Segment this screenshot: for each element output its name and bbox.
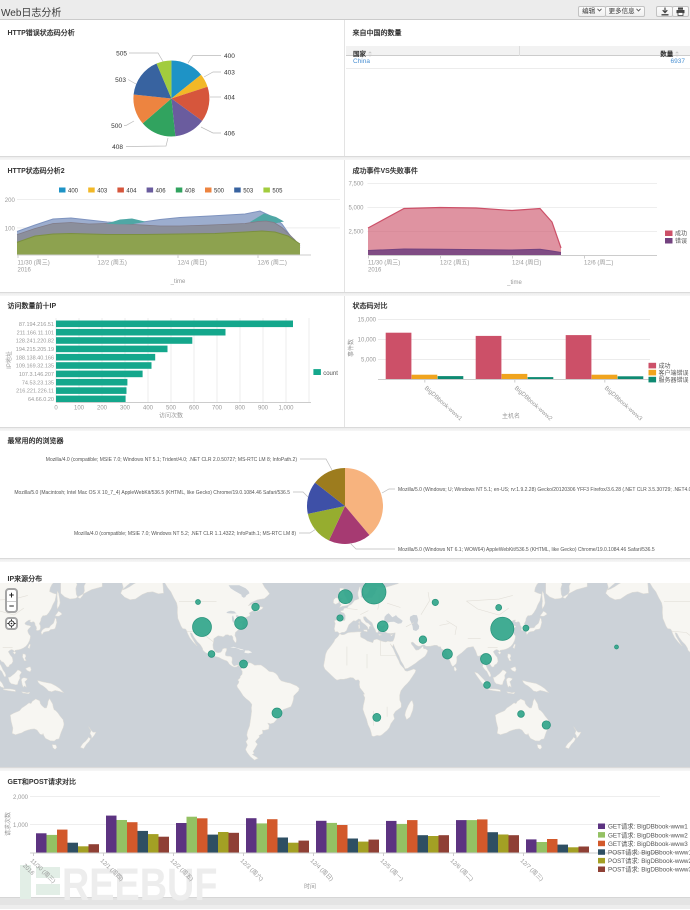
svg-text:count: count — [323, 371, 338, 377]
svg-text:400: 400 — [143, 406, 154, 412]
svg-text:406: 406 — [156, 189, 167, 195]
svg-text:BigDBbook-www3: BigDBbook-www3 — [603, 386, 643, 423]
svg-text:时间: 时间 — [304, 883, 316, 891]
svg-text:100: 100 — [74, 406, 85, 412]
svg-text:访问次数: 访问次数 — [159, 412, 183, 420]
svg-text:POST请求: BigDBbook-www3: POST请求: BigDBbook-www3 — [608, 865, 690, 874]
svg-text:400: 400 — [224, 53, 235, 60]
svg-text:错误: 错误 — [675, 237, 687, 245]
svg-text:12/2 (周五): 12/2 (周五) — [169, 857, 195, 882]
svg-text:GET请求: BigDBbook-www1: GET请求: BigDBbook-www1 — [608, 822, 688, 831]
svg-text:12/6 (周二): 12/6 (周二) — [258, 260, 287, 267]
svg-text:_time: _time — [506, 280, 522, 286]
svg-text:12/5 (周一): 12/5 (周一) — [379, 857, 405, 882]
svg-text:403: 403 — [97, 189, 108, 195]
svg-text:404: 404 — [224, 95, 235, 102]
svg-text:15,000: 15,000 — [358, 318, 377, 324]
svg-text:500: 500 — [214, 189, 225, 195]
svg-text:200: 200 — [97, 406, 108, 412]
svg-text:211.166.11.101: 211.166.11.101 — [17, 330, 54, 336]
svg-text:2,000: 2,000 — [13, 795, 29, 801]
svg-text:10,000: 10,000 — [358, 338, 377, 344]
svg-text:成功: 成功 — [659, 362, 671, 370]
svg-text:IP地址: IP地址 — [5, 351, 13, 369]
svg-text:12/7 (周三): 12/7 (周三) — [519, 857, 545, 882]
svg-text:109.169.32.135: 109.169.32.135 — [16, 364, 54, 370]
svg-text:1,000: 1,000 — [278, 406, 294, 412]
svg-text:408: 408 — [185, 189, 196, 195]
svg-text:成功: 成功 — [675, 230, 687, 238]
svg-text:Mozilla/5.0 (Windows NT 6.1; W: Mozilla/5.0 (Windows NT 6.1; WOW64) Appl… — [398, 547, 655, 553]
svg-text:505: 505 — [272, 189, 283, 195]
svg-text:700: 700 — [212, 406, 223, 412]
svg-text:2016: 2016 — [18, 268, 32, 274]
svg-text:Mozilla/4.0 (compatible; MSIE: Mozilla/4.0 (compatible; MSIE 7.0; Windo… — [46, 457, 298, 463]
svg-text:12/6 (周二): 12/6 (周二) — [449, 857, 475, 882]
svg-text:12/6 (周二): 12/6 (周二) — [584, 260, 613, 267]
svg-text:5,000: 5,000 — [361, 358, 377, 364]
svg-text:2,500: 2,500 — [348, 230, 364, 236]
svg-text:12/1 (周四): 12/1 (周四) — [99, 857, 125, 882]
svg-text:7,500: 7,500 — [348, 182, 364, 188]
svg-text:12/2 (周五): 12/2 (周五) — [98, 260, 127, 267]
svg-text:服务器错误: 服务器错误 — [659, 376, 689, 384]
svg-text:74.53.23.135: 74.53.23.135 — [22, 380, 54, 386]
svg-text:Mozilla/4.0 (compatible; MSIE: Mozilla/4.0 (compatible; MSIE 7.0; Windo… — [74, 531, 296, 537]
svg-text:503: 503 — [115, 77, 126, 84]
svg-text:403: 403 — [224, 70, 235, 77]
svg-text:408: 408 — [112, 144, 123, 151]
svg-text:128.241.220.82: 128.241.220.82 — [16, 339, 54, 345]
svg-text:11/30 (周三): 11/30 (周三) — [368, 260, 400, 267]
svg-text:GET请求: BigDBbook-www3: GET请求: BigDBbook-www3 — [608, 839, 688, 848]
svg-text:406: 406 — [224, 131, 235, 138]
svg-text:500: 500 — [111, 123, 122, 130]
svg-text:11/30 (周三): 11/30 (周三) — [18, 260, 50, 267]
svg-text:503: 503 — [243, 189, 254, 195]
svg-text:POST请求: BigDBbook-www2: POST请求: BigDBbook-www2 — [608, 856, 690, 865]
svg-text:_time: _time — [170, 279, 186, 285]
svg-text:107.3.146.207: 107.3.146.207 — [19, 372, 54, 378]
svg-text:216.221.226.11: 216.221.226.11 — [16, 389, 54, 395]
svg-text:12/4 (周日): 12/4 (周日) — [309, 857, 335, 882]
svg-text:事件数: 事件数 — [347, 339, 355, 357]
svg-text:GET请求: BigDBbook-www2: GET请求: BigDBbook-www2 — [608, 830, 688, 839]
svg-text:Mozilla/5.0 (Macintosh; Intel: Mozilla/5.0 (Macintosh; Intel Mac OS X 1… — [14, 490, 290, 496]
svg-text:12/3 (周六): 12/3 (周六) — [239, 857, 266, 883]
svg-text:1,000: 1,000 — [13, 823, 29, 829]
svg-text:400: 400 — [68, 189, 79, 195]
svg-text:100: 100 — [5, 226, 16, 232]
svg-text:主机名: 主机名 — [502, 412, 520, 420]
svg-text:500: 500 — [166, 406, 177, 412]
svg-text:BigDBbook-www1: BigDBbook-www1 — [423, 386, 463, 423]
svg-text:64.66.0.20: 64.66.0.20 — [28, 397, 54, 403]
svg-text:12/2 (周五): 12/2 (周五) — [440, 260, 469, 267]
svg-text:194.215.205.19: 194.215.205.19 — [16, 347, 54, 353]
svg-text:200: 200 — [5, 198, 16, 204]
svg-text:505: 505 — [116, 51, 127, 58]
svg-text:188.138.40.166: 188.138.40.166 — [16, 355, 54, 361]
svg-text:POST请求: BigDBbook-www1: POST请求: BigDBbook-www1 — [608, 848, 690, 857]
svg-text:客户端错误: 客户端错误 — [659, 369, 689, 377]
svg-text:请求次数: 请求次数 — [4, 812, 12, 836]
svg-text:300: 300 — [120, 406, 131, 412]
svg-text:5,000: 5,000 — [348, 206, 364, 212]
svg-text:0: 0 — [54, 406, 58, 412]
svg-text:404: 404 — [126, 189, 137, 195]
svg-text:12/4 (周日): 12/4 (周日) — [178, 260, 207, 267]
svg-text:600: 600 — [189, 406, 200, 412]
svg-text:87.194.216.51: 87.194.216.51 — [19, 322, 54, 328]
svg-text:12/4 (周日): 12/4 (周日) — [512, 260, 541, 267]
svg-text:2016: 2016 — [368, 268, 382, 274]
svg-text:800: 800 — [235, 406, 246, 412]
svg-text:900: 900 — [258, 406, 269, 412]
svg-text:Mozilla/5.0 (Windows; U; Windo: Mozilla/5.0 (Windows; U; Windows NT 5.1;… — [398, 487, 690, 493]
